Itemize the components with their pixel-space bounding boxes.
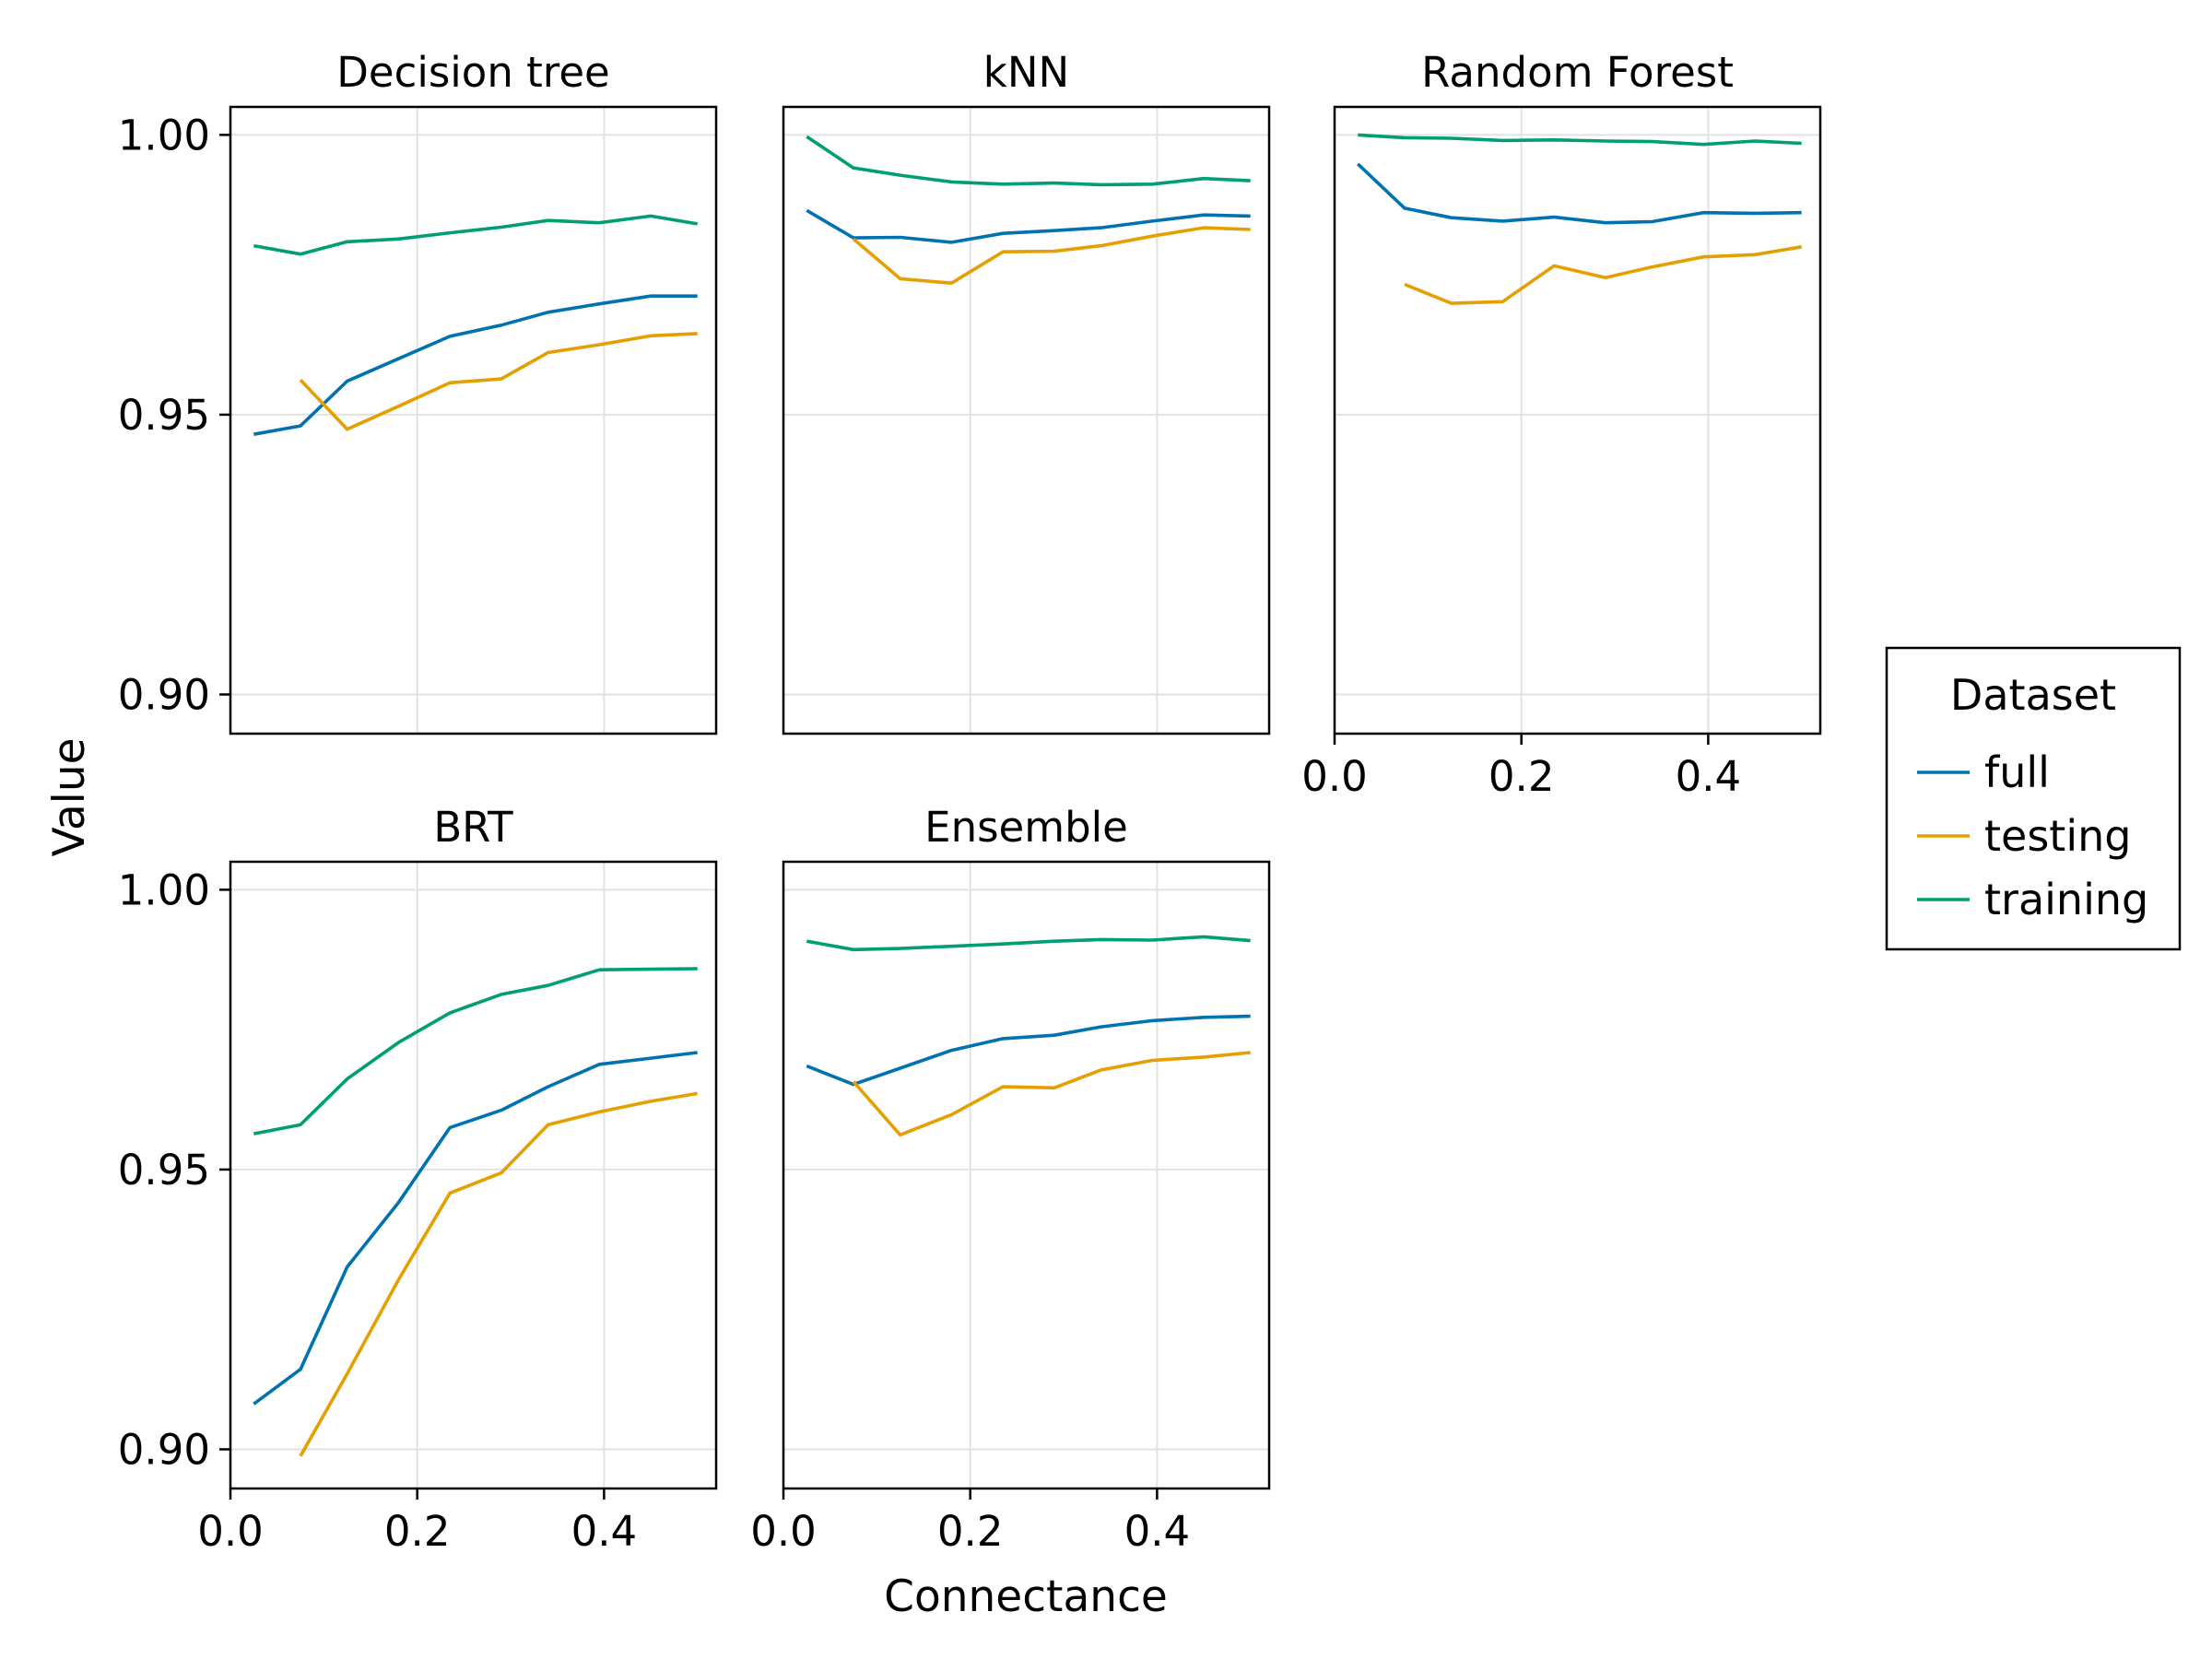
legend-entry-training: training (1917, 875, 2148, 924)
series-line-testing (1404, 245, 1802, 305)
panel-frame (782, 860, 1271, 1490)
series-line-testing (852, 1051, 1251, 1137)
y-tick-label: 0.90 (118, 1426, 210, 1475)
series-line-full (253, 1051, 698, 1406)
legend-entries: full testing training (1917, 747, 2148, 924)
legend-title: Dataset (1950, 670, 2116, 720)
panel-frame (782, 105, 1271, 735)
legend-label: testing (1984, 811, 2131, 861)
panel-decision-tree: Decision tree 0.90 0.95 1.00 (118, 48, 718, 735)
series-line-training (253, 967, 698, 1135)
y-tick-label: 1.00 (118, 865, 210, 914)
legend-entry-testing: testing (1917, 811, 2131, 861)
y-tick-label: 0.90 (118, 671, 210, 720)
series-line-training (253, 214, 698, 256)
series-line-testing (299, 1091, 698, 1457)
x-tick-label: 0.0 (197, 1507, 264, 1556)
panel-frame (229, 860, 718, 1490)
y-tick-label: 1.00 (118, 111, 210, 159)
x-tick-label: 0.0 (1301, 752, 1368, 801)
panel-title: kNN (983, 48, 1069, 97)
panel-title: Decision tree (336, 48, 609, 97)
panels: Decision tree 0.90 0.95 1.00 kNN Random Fores… (118, 48, 1822, 1556)
legend-frame (1885, 646, 2182, 951)
y-tick-label: 0.95 (118, 1146, 210, 1194)
panel-frame (1333, 105, 1822, 735)
panel-frame (229, 105, 718, 735)
panel-ensemble: Ensemble 0.0 0.2 0.4 (750, 803, 1271, 1556)
series-line-training (1358, 133, 1802, 147)
x-axis-label: Connectance (884, 1571, 1168, 1622)
panel-title: Ensemble (924, 803, 1128, 852)
panel-brt: BRT 0.90 0.95 1.00 0.0 0.2 0.4 (118, 803, 718, 1556)
legend-label: full (1984, 747, 2050, 797)
x-tick-label: 0.4 (1676, 752, 1742, 801)
legend-label: training (1984, 875, 2148, 924)
panel-knn: kNN (782, 48, 1271, 735)
x-tick-label: 0.2 (937, 1507, 1004, 1556)
series-line-full (806, 1014, 1251, 1087)
x-tick-label: 0.4 (571, 1507, 638, 1556)
series-line-full (806, 208, 1251, 244)
y-tick-label: 0.95 (118, 391, 210, 440)
y-axis-label: Value (44, 737, 95, 856)
series-line-testing (852, 226, 1251, 285)
panel-title: BRT (433, 803, 513, 852)
series-line-training (806, 935, 1251, 952)
x-tick-label: 0.2 (1488, 752, 1555, 801)
legend: Dataset full testing training (1885, 646, 2182, 951)
series-line-training (806, 135, 1251, 187)
series-line-testing (299, 332, 698, 431)
panel-title: Random Forest (1421, 48, 1734, 97)
x-tick-label: 0.4 (1124, 1507, 1191, 1556)
series-line-full (1357, 162, 1802, 225)
x-tick-label: 0.2 (384, 1507, 451, 1556)
x-tick-label: 0.0 (750, 1507, 817, 1556)
panel-random-forest: Random Forest 0.0 0.2 0.4 (1301, 48, 1822, 801)
legend-entry-full: full (1917, 747, 2050, 797)
